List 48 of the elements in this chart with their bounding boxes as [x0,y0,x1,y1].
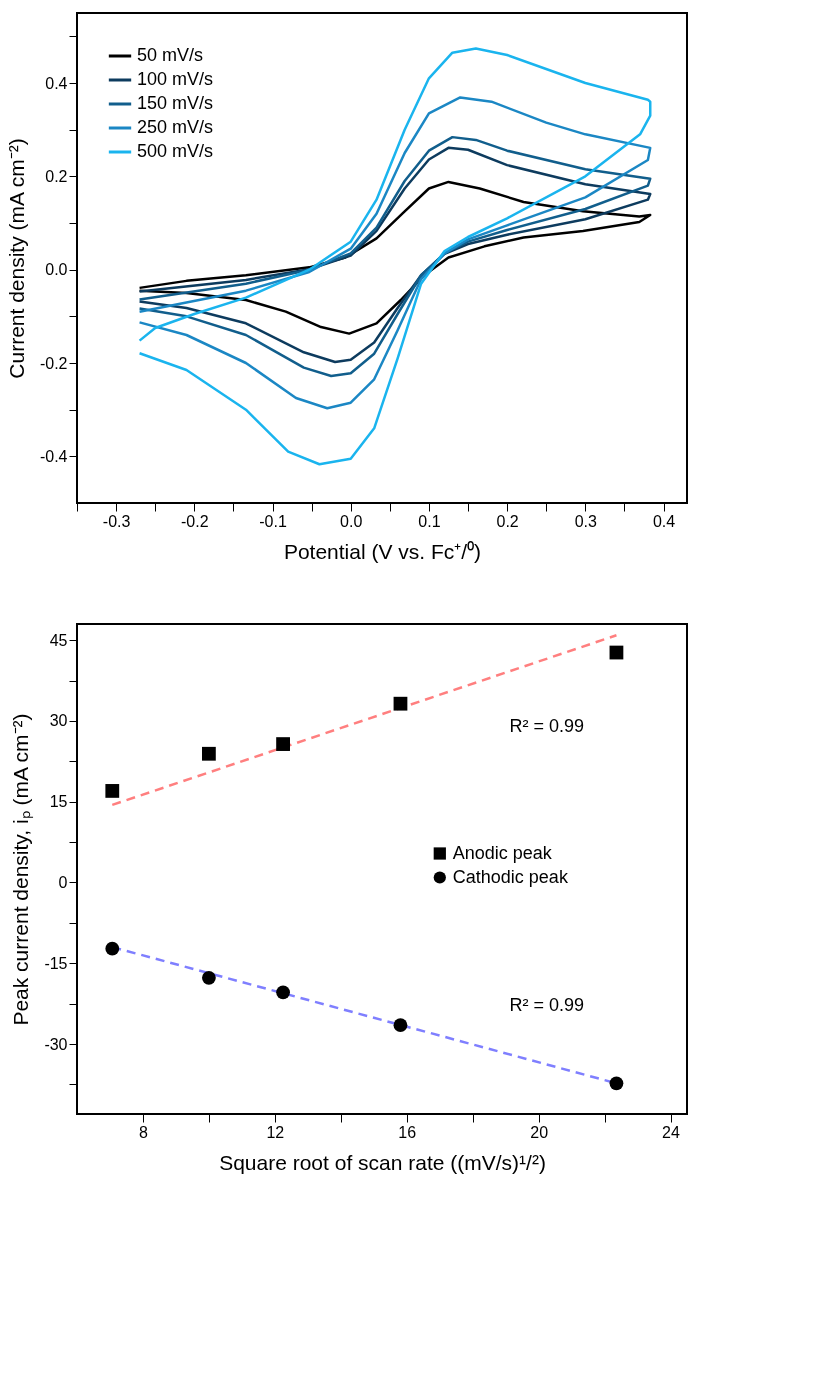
x-tick-label: 24 [662,1123,681,1141]
legend-label: 150 mV/s [137,93,214,113]
y-tick-label: 15 [49,793,68,811]
legend-label: Anodic peak [452,842,553,863]
point [276,985,290,1000]
x-tick-label: 0.3 [574,512,598,530]
x-axis-title: Square root of scan rate ((mV/s)¹/²) [219,1150,546,1174]
point [393,1018,408,1033]
x-tick-label: 0.2 [496,512,519,530]
legend-label: 100 mV/s [137,69,214,89]
y-tick-label: 0.0 [45,261,68,279]
point [276,737,290,751]
point [105,941,120,956]
y-tick-label: 0.2 [45,167,68,185]
y-tick-label: 0.4 [45,74,68,92]
x-tick-label: 12 [266,1123,285,1141]
y-tick-label: 0 [58,873,68,891]
annotation: R² = 0.99 [509,995,584,1016]
legend-label: Cathodic peak [452,866,569,887]
legend-label: 250 mV/s [137,117,214,137]
point [105,784,120,798]
y-tick-label: -30 [44,1035,68,1053]
line-series [138,96,652,410]
x-tick-label: 0.4 [652,512,676,530]
x-axis-title: Potential (V vs. Fc⁺/⁰) [283,539,482,563]
x-tick-label: 8 [138,1123,148,1141]
y-axis-title: Peak current density, iₚ (mA cm⁻²) [9,713,35,1026]
line-series [138,47,652,466]
y-tick-label: 30 [49,712,68,730]
y-tick-label: -15 [44,954,68,972]
x-tick-label: -0.3 [102,512,131,530]
x-tick-label: 20 [530,1123,549,1141]
point [609,1076,624,1091]
x-tick-label: 0.0 [340,512,363,530]
x-tick-label: 16 [398,1123,417,1141]
annotation: R² = 0.99 [509,715,584,736]
y-tick-label: -0.4 [39,447,68,465]
legend-label: 500 mV/s [137,141,214,161]
y-tick-label: 45 [49,631,68,649]
x-tick-label: -0.1 [259,512,287,530]
legend-label: 50 mV/s [137,45,204,65]
y-tick-label: -0.2 [39,354,68,372]
y-axis-title: Current density (mA cm⁻²) [4,138,28,379]
x-tick-label: 0.1 [418,512,441,530]
point [202,746,216,761]
point [202,970,216,985]
point [393,696,408,711]
x-tick-label: -0.2 [181,512,209,530]
